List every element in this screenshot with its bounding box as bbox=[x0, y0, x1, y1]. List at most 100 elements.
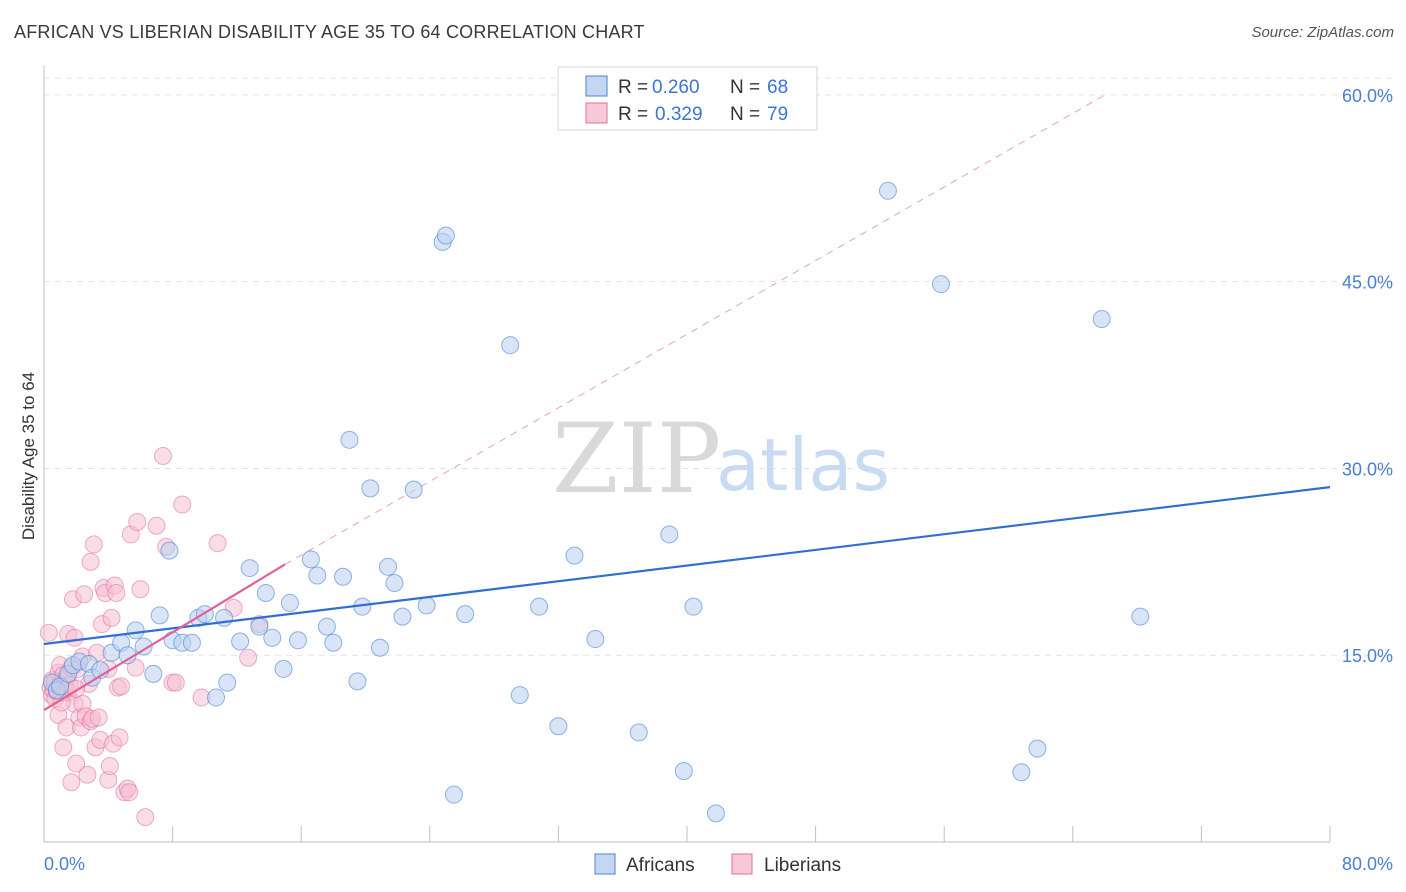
africans-point-19 bbox=[182, 633, 201, 652]
africans-point-44 bbox=[385, 574, 404, 593]
africans-point-39 bbox=[348, 672, 367, 691]
africans-point-51 bbox=[456, 605, 475, 624]
liberians-point-66 bbox=[147, 516, 166, 535]
legend-liberians-n-value: 79 bbox=[767, 104, 788, 125]
legend-africans-swatch bbox=[585, 75, 608, 97]
liberians-point-37 bbox=[81, 552, 100, 571]
liberians-point-56 bbox=[110, 728, 129, 747]
x-tick-labels: 0.0% 80.0% bbox=[44, 854, 1393, 874]
africans-point-64 bbox=[931, 275, 950, 294]
liberians-point-0 bbox=[39, 623, 58, 642]
y-tick-label-2: 45.0% bbox=[1342, 273, 1393, 293]
trend-lines bbox=[43, 486, 1331, 711]
africans-point-68 bbox=[1131, 607, 1150, 626]
africans-point-34 bbox=[308, 566, 327, 585]
africans-point-55 bbox=[549, 717, 568, 736]
africans-point-45 bbox=[393, 607, 412, 626]
axes bbox=[43, 66, 1331, 843]
africans-point-13 bbox=[134, 637, 153, 656]
africans-trend-line bbox=[43, 486, 1331, 646]
africans-point-56 bbox=[565, 546, 584, 565]
chart-title: AFRICAN VS LIBERIAN DISABILITY AGE 35 TO… bbox=[14, 22, 645, 42]
y-tick-label-0: 15.0% bbox=[1342, 646, 1393, 666]
africans-point-30 bbox=[274, 659, 293, 678]
africans-point-49 bbox=[436, 226, 455, 245]
liberians-point-67 bbox=[153, 447, 172, 465]
africans-point-59 bbox=[660, 525, 679, 544]
africans-point-26 bbox=[240, 559, 259, 578]
africans-point-63 bbox=[878, 181, 897, 200]
liberians-point-54 bbox=[107, 583, 126, 602]
africans-point-43 bbox=[379, 557, 398, 576]
legend-africans-n-value: 68 bbox=[767, 77, 788, 98]
liberians-point-64 bbox=[131, 580, 150, 599]
legend-liberians-n-label: N = bbox=[730, 104, 760, 125]
africans-point-65 bbox=[1012, 763, 1031, 782]
africans-point-36 bbox=[324, 633, 343, 652]
liberians-point-75 bbox=[239, 648, 258, 667]
africans-point-53 bbox=[510, 686, 529, 705]
bottom-legend: Africans Liberians bbox=[594, 853, 841, 876]
africans-point-41 bbox=[361, 479, 380, 498]
liberians-point-57 bbox=[112, 677, 131, 696]
watermark-zip: ZIP bbox=[552, 403, 721, 515]
africans-point-15 bbox=[150, 606, 169, 625]
africans-point-14 bbox=[144, 664, 163, 683]
africans-point-50 bbox=[444, 785, 463, 804]
africans-point-46 bbox=[404, 480, 423, 499]
liberians-point-43 bbox=[89, 708, 108, 727]
africans-point-58 bbox=[629, 723, 648, 742]
y-tick-label-3: 60.0% bbox=[1342, 86, 1393, 106]
legend-africans-n-label: N = bbox=[730, 77, 760, 98]
africans-point-16 bbox=[160, 541, 179, 560]
liberians-point-25 bbox=[65, 628, 84, 647]
liberians-point-65 bbox=[136, 808, 155, 827]
africans-point-60 bbox=[674, 762, 693, 781]
legend-liberians-swatch bbox=[585, 102, 608, 124]
liberians-point-40 bbox=[84, 535, 103, 554]
africans-point-61 bbox=[684, 597, 703, 616]
africans-point-29 bbox=[263, 628, 282, 647]
africans-point-31 bbox=[280, 593, 299, 612]
africans-point-35 bbox=[317, 617, 336, 636]
africans-point-67 bbox=[1092, 310, 1111, 329]
legend-liberians-r-value: 0.329 bbox=[655, 104, 703, 125]
africans-point-12 bbox=[126, 621, 145, 640]
africans-point-37 bbox=[333, 567, 352, 586]
liberians-point-50 bbox=[100, 757, 119, 776]
y-tick-label-1: 30.0% bbox=[1342, 459, 1393, 479]
africans-point-62 bbox=[706, 804, 725, 823]
bottom-legend-liberians-swatch bbox=[731, 853, 753, 875]
africans-point-57 bbox=[586, 630, 605, 649]
liberians-point-73 bbox=[208, 534, 227, 553]
africans-point-52 bbox=[501, 336, 520, 355]
liberians-point-70 bbox=[166, 673, 185, 692]
x-tick-label-1: 80.0% bbox=[1342, 854, 1393, 874]
africans-point-28 bbox=[256, 583, 275, 602]
liberians-point-23 bbox=[62, 773, 81, 792]
liberians-trend-line bbox=[43, 563, 286, 711]
africans-point-33 bbox=[301, 550, 320, 569]
liberians-point-63 bbox=[128, 512, 147, 531]
legend-africans-r-label: R = bbox=[618, 77, 648, 98]
africans-point-38 bbox=[340, 430, 359, 449]
source-label: Source: ZipAtlas.com bbox=[1251, 24, 1394, 41]
africans-point-24 bbox=[207, 688, 226, 707]
liberians-point-35 bbox=[78, 765, 97, 784]
y-tick-labels: 15.0% 30.0% 45.0% 60.0% bbox=[1342, 86, 1393, 666]
bottom-legend-liberians-label: Liberians bbox=[764, 855, 841, 876]
liberians-point-71 bbox=[173, 495, 192, 514]
legend-liberians-r-label: R = bbox=[618, 104, 648, 125]
africans-point-42 bbox=[370, 638, 389, 657]
bottom-legend-africans-swatch bbox=[594, 853, 616, 875]
watermark: ZIP atlas bbox=[552, 403, 890, 515]
africans-point-23 bbox=[218, 673, 237, 692]
y-axis-title: Disability Age 35 to 64 bbox=[19, 372, 38, 540]
watermark-atlas: atlas bbox=[716, 423, 890, 507]
legend: R = 0.260 N = 68 R = 0.329 N = 79 bbox=[557, 66, 818, 131]
liberians-point-14 bbox=[54, 738, 73, 757]
africans-point-54 bbox=[530, 597, 549, 616]
africans-point-66 bbox=[1028, 739, 1047, 758]
liberians-point-60 bbox=[120, 783, 139, 802]
